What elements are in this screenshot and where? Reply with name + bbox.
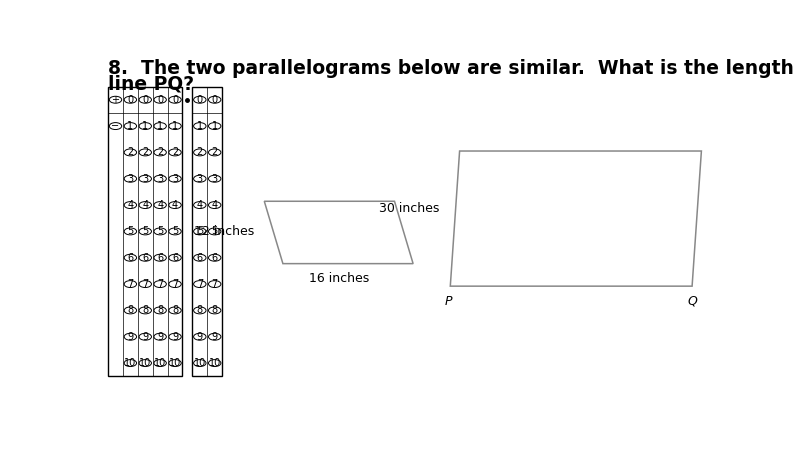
Text: 2: 2 bbox=[197, 148, 203, 157]
Text: 10: 10 bbox=[154, 358, 166, 368]
Text: 8.  The two parallelograms below are similar.  What is the length in inches of: 8. The two parallelograms below are simi… bbox=[108, 59, 800, 78]
Text: 1: 1 bbox=[157, 121, 163, 131]
Text: 0: 0 bbox=[197, 95, 203, 105]
Text: 6: 6 bbox=[127, 253, 134, 263]
Text: 3: 3 bbox=[197, 174, 203, 184]
Text: 5: 5 bbox=[197, 226, 203, 236]
Text: 3: 3 bbox=[157, 174, 163, 184]
Text: 1: 1 bbox=[142, 121, 148, 131]
Text: P: P bbox=[445, 295, 452, 308]
Text: 3: 3 bbox=[172, 174, 178, 184]
Text: 7: 7 bbox=[197, 279, 203, 289]
Text: 9: 9 bbox=[212, 332, 218, 342]
Text: 30 inches: 30 inches bbox=[379, 202, 440, 215]
Text: +: + bbox=[111, 95, 119, 105]
Text: 5: 5 bbox=[157, 226, 163, 236]
Text: 1: 1 bbox=[197, 121, 203, 131]
Text: 7: 7 bbox=[172, 279, 178, 289]
Text: 16 inches: 16 inches bbox=[309, 272, 369, 285]
Text: 10: 10 bbox=[209, 358, 221, 368]
Text: 1: 1 bbox=[212, 121, 218, 131]
Text: 4: 4 bbox=[172, 200, 178, 210]
Text: 0: 0 bbox=[172, 95, 178, 105]
Text: 5: 5 bbox=[211, 226, 218, 236]
Text: Q: Q bbox=[687, 295, 697, 308]
Text: 8: 8 bbox=[197, 306, 203, 315]
Text: 8: 8 bbox=[157, 306, 163, 315]
Text: 9: 9 bbox=[172, 332, 178, 342]
Text: 7: 7 bbox=[142, 279, 148, 289]
Text: 2: 2 bbox=[211, 148, 218, 157]
Text: 6: 6 bbox=[172, 253, 178, 263]
Text: 9: 9 bbox=[157, 332, 163, 342]
Text: 5: 5 bbox=[127, 226, 134, 236]
Text: 10: 10 bbox=[124, 358, 137, 368]
Text: 10: 10 bbox=[169, 358, 181, 368]
Text: 3: 3 bbox=[212, 174, 218, 184]
Text: 6: 6 bbox=[142, 253, 148, 263]
Text: line PQ?: line PQ? bbox=[108, 75, 194, 94]
Text: 0: 0 bbox=[212, 95, 218, 105]
Bar bbox=[108, 86, 182, 376]
Text: 12 inches: 12 inches bbox=[194, 225, 254, 238]
Text: 3: 3 bbox=[127, 174, 134, 184]
Text: 2: 2 bbox=[172, 148, 178, 157]
Text: 2: 2 bbox=[127, 148, 134, 157]
Text: 9: 9 bbox=[127, 332, 134, 342]
Text: −: − bbox=[111, 121, 119, 131]
Text: 6: 6 bbox=[157, 253, 163, 263]
Text: 8: 8 bbox=[127, 306, 134, 315]
Text: 5: 5 bbox=[172, 226, 178, 236]
Text: 1: 1 bbox=[172, 121, 178, 131]
Text: 2: 2 bbox=[157, 148, 163, 157]
Text: 0: 0 bbox=[127, 95, 134, 105]
Text: 4: 4 bbox=[212, 200, 218, 210]
Text: 6: 6 bbox=[212, 253, 218, 263]
Text: 7: 7 bbox=[211, 279, 218, 289]
Text: 3: 3 bbox=[142, 174, 148, 184]
Text: 8: 8 bbox=[212, 306, 218, 315]
Text: 9: 9 bbox=[197, 332, 203, 342]
Text: 2: 2 bbox=[142, 148, 148, 157]
Text: 1: 1 bbox=[127, 121, 134, 131]
Text: 6: 6 bbox=[197, 253, 203, 263]
Text: 5: 5 bbox=[142, 226, 148, 236]
Text: 10: 10 bbox=[194, 358, 206, 368]
Text: 4: 4 bbox=[127, 200, 134, 210]
Text: 10: 10 bbox=[139, 358, 151, 368]
Text: 7: 7 bbox=[157, 279, 163, 289]
Text: 4: 4 bbox=[142, 200, 148, 210]
Text: 4: 4 bbox=[157, 200, 163, 210]
Text: 4: 4 bbox=[197, 200, 203, 210]
Text: 8: 8 bbox=[142, 306, 148, 315]
Bar bbox=[192, 86, 222, 376]
Text: 9: 9 bbox=[142, 332, 148, 342]
Text: 7: 7 bbox=[127, 279, 134, 289]
Text: 0: 0 bbox=[142, 95, 148, 105]
Text: 8: 8 bbox=[172, 306, 178, 315]
Text: 0: 0 bbox=[157, 95, 163, 105]
